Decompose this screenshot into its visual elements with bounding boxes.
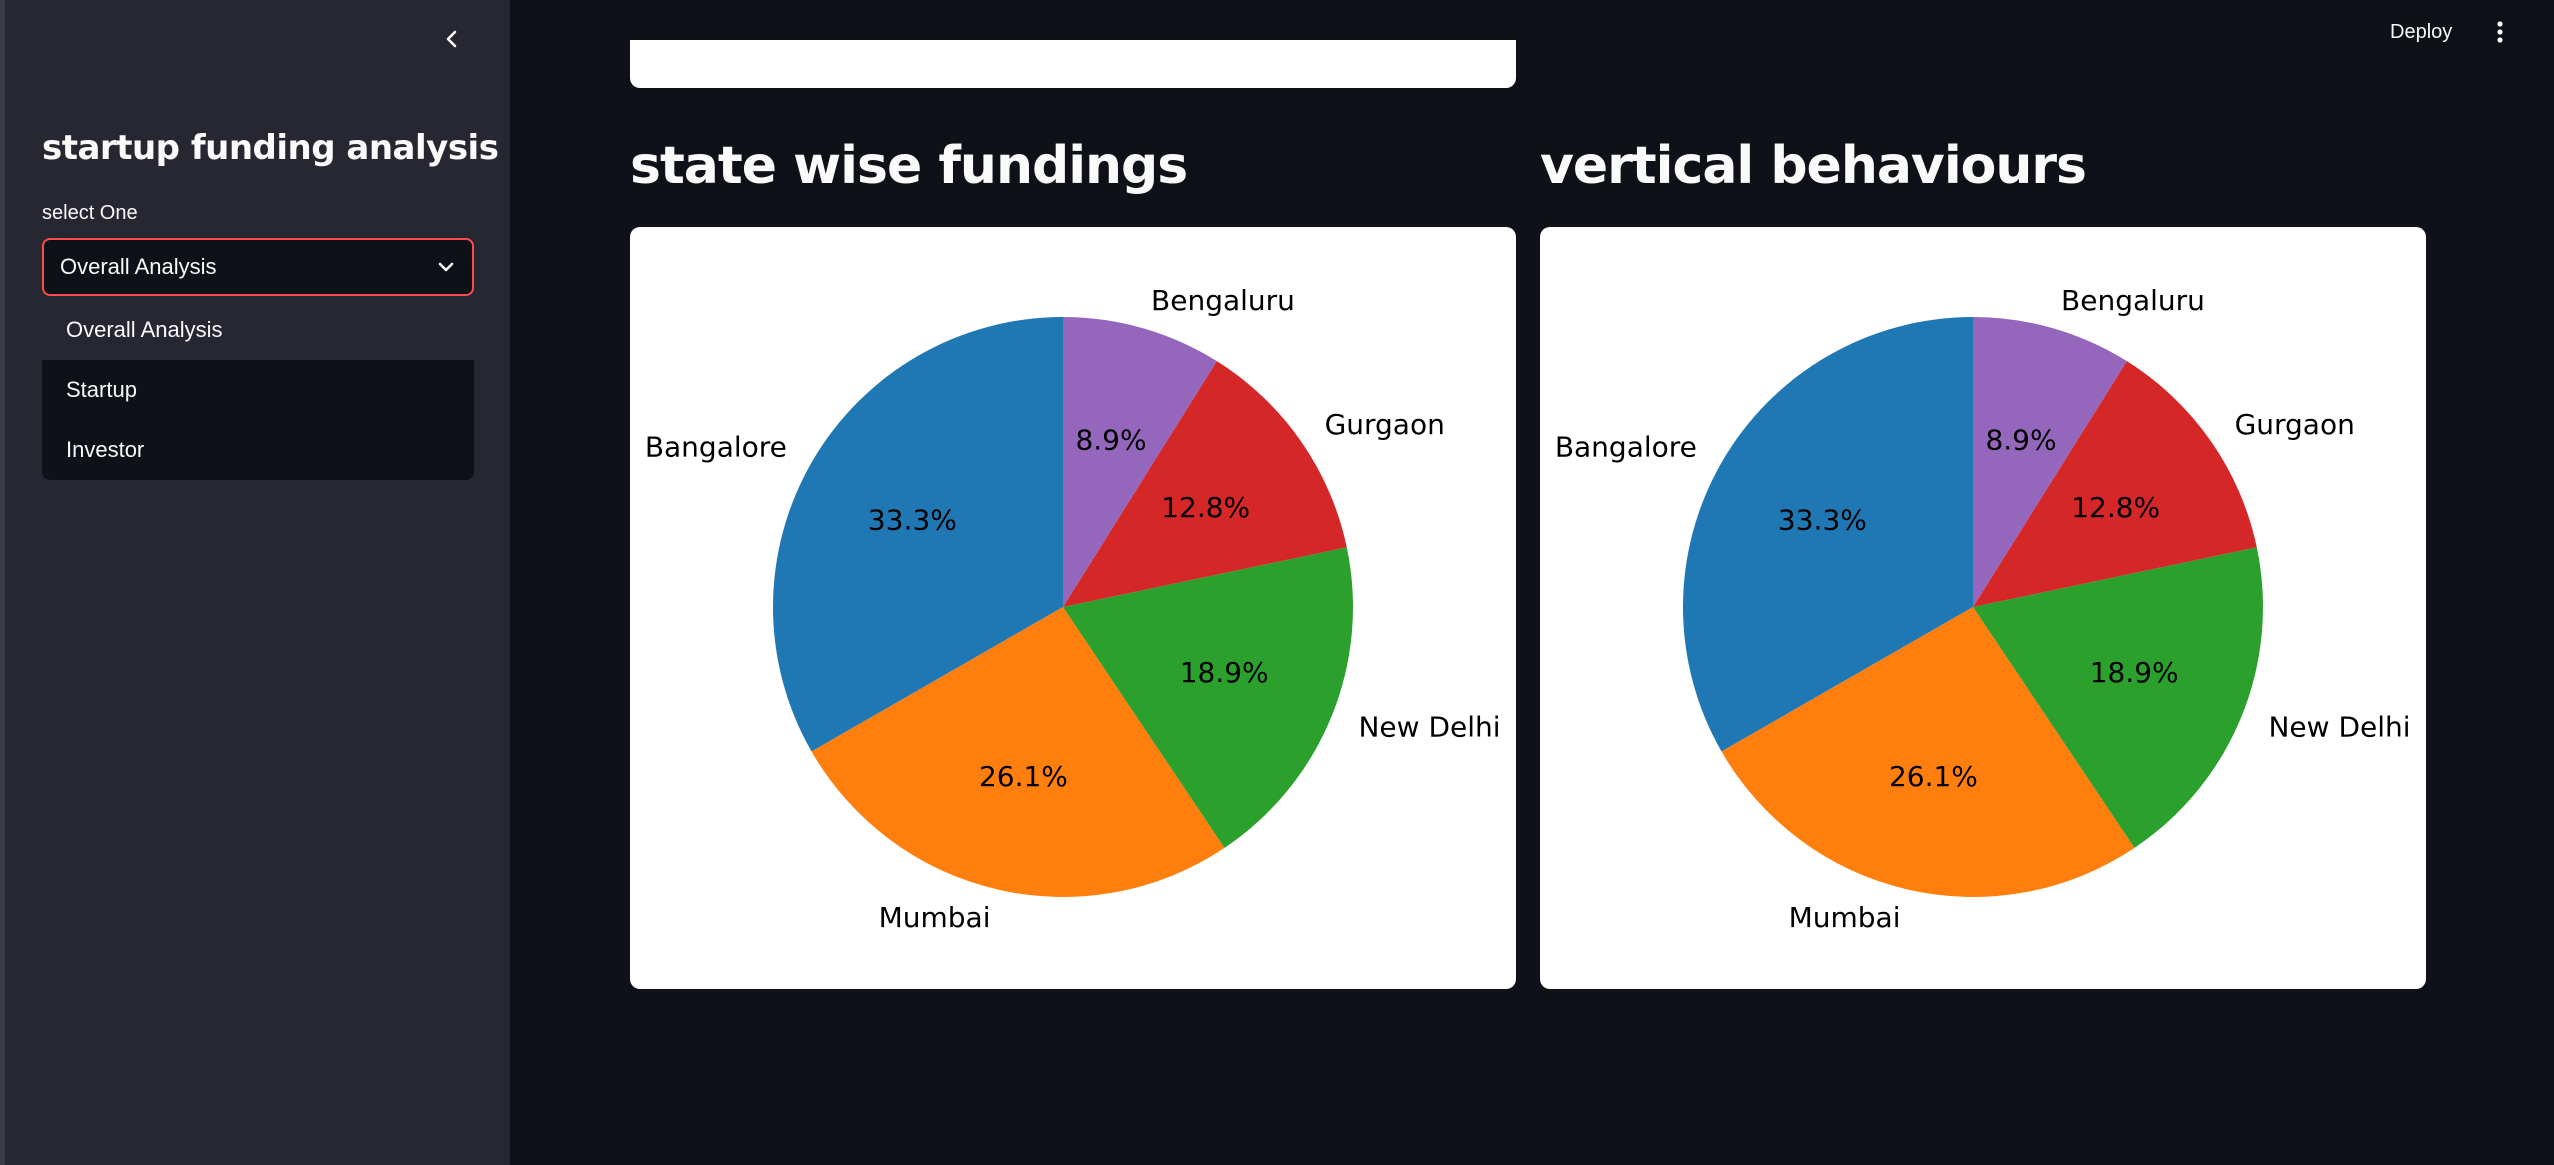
sidebar: startup funding analysis select One Over…: [0, 0, 510, 1165]
deploy-button[interactable]: Deploy: [2390, 20, 2453, 43]
more-vertical-icon: [2497, 21, 2503, 43]
pie-slice-bangalore: [1683, 317, 1973, 752]
pie-slice-mumbai: [811, 607, 1225, 897]
pie-chart-svg: 33.3% Bangalore 26.1% Mumbai 18.9% New Delhi 1…: [645, 284, 1501, 934]
pie-percent-label: 18.9%: [2090, 656, 2179, 689]
pie-percent-label: 26.1%: [1889, 760, 1978, 793]
pie-category-label: New Delhi: [1358, 711, 1500, 744]
pie-slice-bengaluru: [1973, 317, 2127, 607]
previous-output-card: [630, 40, 1516, 88]
vertical-behaviours-chart: 33.3% Bangalore 26.1% Mumbai 18.9% New Delhi 1…: [1540, 227, 2426, 989]
pie-percent-label: 12.8%: [2071, 491, 2160, 524]
pie-category-label: Bangalore: [645, 431, 787, 464]
pie-category-label: Mumbai: [1789, 901, 1901, 934]
pie-category-label: Gurgaon: [2235, 408, 2355, 441]
pie-chart-svg: 33.3% Bangalore 26.1% Mumbai 18.9% New Delhi 1…: [1555, 284, 2411, 934]
pie-category-label: Bengaluru: [1151, 284, 1295, 317]
dropdown-option-investor[interactable]: Investor: [66, 437, 145, 462]
select-current-value: Overall Analysis: [60, 254, 217, 279]
dropdown-option-overall-analysis[interactable]: Overall Analysis: [42, 300, 474, 360]
pie-percent-label: 18.9%: [1180, 656, 1269, 689]
chevron-left-icon: [446, 30, 457, 48]
pie-category-label: Gurgaon: [1325, 408, 1445, 441]
dropdown-option-startup[interactable]: Startup: [66, 377, 137, 402]
pie-percent-label: 33.3%: [868, 503, 957, 536]
pie-percent-label: 12.8%: [1161, 491, 1250, 524]
main-menu-button[interactable]: [2482, 14, 2518, 50]
pie-slice-bangalore: [772, 317, 1063, 752]
pie-percent-label: 8.9%: [1075, 423, 1146, 456]
chevron-down-icon: [436, 257, 456, 277]
state-wise-fundings-title: state wise fundings: [630, 136, 1188, 196]
pie-slice-gurgaon: [1973, 361, 2257, 607]
select-label: select One: [42, 202, 138, 224]
pie-percent-label: 8.9%: [1985, 423, 2056, 456]
select-dropdown-menu: Overall Analysis Startup Investor: [42, 300, 474, 480]
state-wise-fundings-chart: 33.3% Bangalore 26.1% Mumbai 18.9% New Delhi 1…: [630, 227, 1516, 989]
pie-category-label: Bangalore: [1555, 431, 1697, 464]
pie-percent-label: 33.3%: [1778, 503, 1867, 536]
pie-slice-gurgaon: [1063, 361, 1347, 607]
pie-category-label: New Delhi: [2268, 711, 2410, 744]
pie-slice-new-delhi: [1063, 547, 1353, 848]
pie-category-label: Bengaluru: [2061, 284, 2205, 317]
pie-slice-bengaluru: [1063, 317, 1217, 607]
collapse-sidebar-button[interactable]: [435, 22, 469, 56]
sidebar-title: startup funding analysis: [42, 128, 499, 168]
vertical-behaviours-title: vertical behaviours: [1540, 136, 2087, 196]
pie-slice-new-delhi: [1973, 547, 2263, 848]
pie-percent-label: 26.1%: [979, 760, 1068, 793]
pie-category-label: Mumbai: [879, 901, 991, 934]
analysis-select[interactable]: Overall Analysis: [42, 238, 474, 296]
pie-slice-mumbai: [1721, 607, 2135, 897]
